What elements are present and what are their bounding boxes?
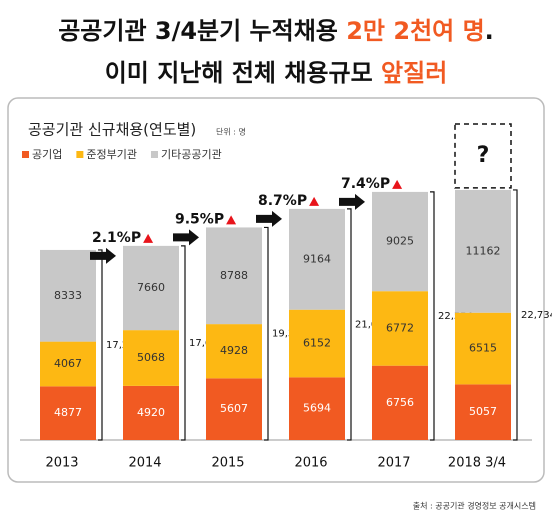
- segment-label: 6756: [386, 396, 414, 409]
- source: 출처 : 공공기관 경영정보 공개시스템: [413, 501, 536, 511]
- legend-swatch: [76, 151, 84, 158]
- headline-highlight: 2만 2천여 명: [346, 17, 484, 45]
- bar-segment: [289, 309, 345, 378]
- bar-segment: [206, 324, 262, 379]
- bar-segment: [123, 385, 179, 440]
- segment-label: 6772: [386, 321, 414, 334]
- growth-label: 9.5%P: [175, 211, 224, 227]
- growth-arrow: [256, 210, 282, 227]
- segment-label: 11162: [466, 244, 501, 257]
- legend-swatch: [22, 151, 29, 158]
- bar-segment: [206, 227, 262, 325]
- growth-arrow: [339, 193, 365, 210]
- legend-swatch: [150, 151, 158, 158]
- bar-segment: [455, 312, 511, 385]
- x-tick-label: 2018 3/4: [448, 456, 506, 471]
- x-tick-label: 2015: [211, 456, 244, 471]
- total-bracket: [181, 245, 186, 441]
- segment-label: 5057: [469, 405, 497, 418]
- segment-label: 5068: [137, 351, 165, 364]
- legend-label: 준정부기관: [86, 148, 137, 161]
- bar-segment: [372, 191, 428, 292]
- bar-segment: [40, 386, 96, 440]
- unit-label: 단위 : 명: [216, 127, 246, 137]
- segment-label: 9164: [303, 252, 331, 265]
- total-bracket: [98, 249, 103, 441]
- growth-triangle: [392, 179, 403, 189]
- growth-arrow: [173, 229, 199, 246]
- segment-label: 6152: [303, 337, 331, 350]
- x-tick-label: 2014: [128, 456, 161, 471]
- total-bracket: [430, 191, 435, 441]
- segment-label: 4920: [137, 406, 165, 419]
- growth-triangle: [226, 215, 237, 225]
- bar-segment: [372, 291, 428, 366]
- segment-label: 8788: [220, 269, 248, 282]
- segment-label: 4928: [220, 344, 248, 357]
- total-bracket: [347, 208, 352, 441]
- unknown-label: ?: [477, 143, 490, 168]
- bar-segment: [372, 365, 428, 440]
- growth-label: 8.7%P: [258, 193, 307, 209]
- segment-label: 8333: [54, 289, 82, 302]
- growth-triangle: [309, 196, 320, 206]
- headline-1: 공공기관 3/4분기 누적채용 2만 2천여 명.: [58, 17, 494, 45]
- bar-segment: [455, 384, 511, 440]
- x-tick-label: 2016: [294, 456, 327, 471]
- segment-label: 5694: [303, 402, 331, 415]
- legend-label: 공기업: [32, 148, 62, 161]
- headline-2: 이미 지난해 전체 채용규모 앞질러: [105, 59, 448, 87]
- growth-arrow: [90, 247, 116, 264]
- bar-segment: [289, 377, 345, 440]
- segment-label: 9025: [386, 235, 414, 248]
- bar-segment: [455, 189, 511, 313]
- bar-segment: [289, 208, 345, 310]
- legend-label: 기타공공기관: [161, 148, 222, 161]
- segment-label: 4877: [54, 406, 82, 419]
- total-label: 22,734: [521, 310, 552, 321]
- headline-text: 공공기관 3/4분기 누적채용: [58, 17, 346, 45]
- segment-label: 6515: [469, 342, 497, 355]
- bar-segment: [206, 378, 262, 440]
- total-bracket: [264, 226, 269, 441]
- x-tick-label: 2017: [377, 456, 410, 471]
- segment-label: 4067: [54, 357, 82, 370]
- growth-label: 7.4%P: [341, 176, 390, 192]
- segment-label: 5607: [220, 402, 248, 415]
- growth-label: 2.1%P: [92, 230, 141, 246]
- headline-highlight: 앞질러: [381, 59, 447, 87]
- headline-text: 이미 지난해 전체 채용규모: [105, 59, 381, 87]
- unknown-box: [454, 123, 512, 189]
- total-bracket: [513, 189, 518, 441]
- bar-segment: [123, 330, 179, 386]
- headline-text: .: [485, 17, 494, 45]
- x-tick-label: 2013: [45, 456, 78, 471]
- bar-segment: [40, 341, 96, 387]
- bar-segment: [40, 249, 96, 342]
- chart-title: 공공기관 신규채용(연도별): [28, 121, 196, 139]
- growth-triangle: [143, 233, 154, 243]
- segment-label: 7660: [137, 281, 165, 294]
- bar-segment: [123, 245, 179, 331]
